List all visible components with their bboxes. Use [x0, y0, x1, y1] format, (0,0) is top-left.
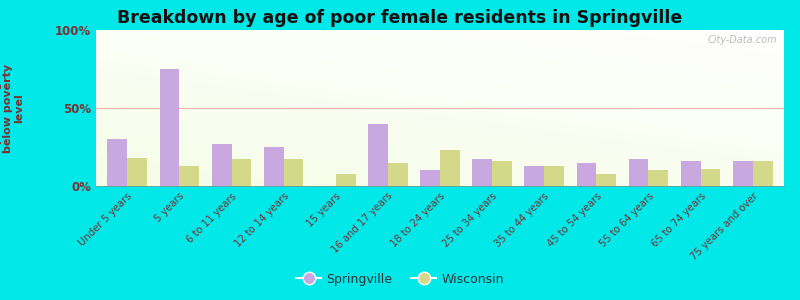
- Text: City-Data.com: City-Data.com: [707, 35, 777, 45]
- Text: percentage
below poverty
level: percentage below poverty level: [0, 63, 25, 153]
- Bar: [753, 161, 773, 186]
- Bar: [284, 160, 303, 186]
- Bar: [388, 163, 408, 186]
- Bar: [577, 163, 596, 186]
- Legend: Springville, Wisconsin: Springville, Wisconsin: [291, 268, 509, 291]
- Bar: [629, 160, 649, 186]
- Bar: [336, 173, 355, 186]
- Bar: [212, 144, 231, 186]
- Bar: [107, 139, 127, 186]
- Bar: [420, 170, 440, 186]
- Bar: [681, 161, 701, 186]
- Text: Breakdown by age of poor female residents in Springville: Breakdown by age of poor female resident…: [118, 9, 682, 27]
- Bar: [264, 147, 284, 186]
- Bar: [159, 69, 179, 186]
- Bar: [492, 161, 512, 186]
- Bar: [179, 166, 199, 186]
- Bar: [127, 158, 147, 186]
- Bar: [231, 160, 251, 186]
- Bar: [440, 150, 460, 186]
- Bar: [733, 161, 753, 186]
- Bar: [472, 160, 492, 186]
- Bar: [525, 166, 544, 186]
- Bar: [649, 170, 668, 186]
- Bar: [368, 124, 388, 186]
- Bar: [596, 173, 616, 186]
- Bar: [701, 169, 721, 186]
- Bar: [544, 166, 564, 186]
